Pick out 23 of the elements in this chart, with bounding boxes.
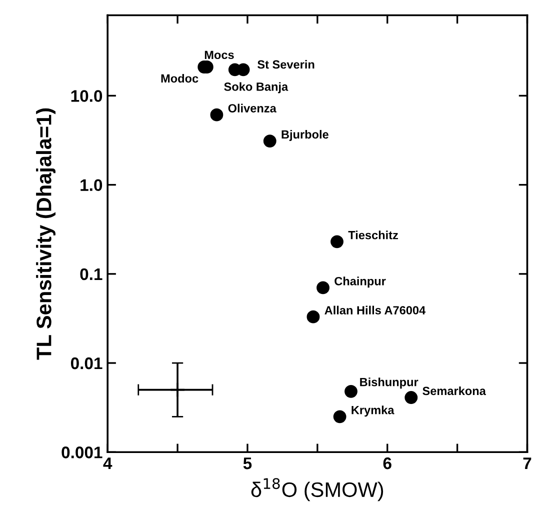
annotation: St Severin — [258, 60, 314, 69]
x-tick-label: 4 — [103, 458, 112, 470]
y-tick-label: 0.001 — [62, 446, 102, 458]
y-tick-label: 10.0 — [71, 90, 102, 102]
y-tick-label: 0.1 — [80, 268, 102, 280]
annotation: Olivenza — [228, 104, 276, 112]
annotation: Allan Hills A76004 — [324, 306, 426, 314]
annotation: Soko Banja — [224, 82, 288, 94]
x-tick-label: 6 — [383, 457, 392, 470]
annotation: Chainpur — [334, 276, 386, 288]
x-axis-title: δ$^{18}$O (SMOW) — [251, 478, 384, 502]
y-tick-label: 0.01 — [70, 357, 102, 370]
y-tick-label: 1.0 — [80, 179, 102, 192]
x-tick-label: 7 — [523, 458, 532, 470]
annotation: Modoc — [161, 74, 198, 83]
annotation: Tieschitz — [348, 230, 398, 240]
x-tick-label: 5 — [243, 458, 252, 470]
annotation: Bishunpur — [360, 378, 418, 389]
annotation: Krymka — [352, 406, 394, 417]
annotation: Semarkona — [422, 386, 486, 396]
annotation: Mocs — [204, 50, 234, 60]
y-axis-title: TL Sensitivity (Dhajala=1) — [36, 108, 56, 360]
annotation: Bjurbole — [282, 130, 328, 141]
